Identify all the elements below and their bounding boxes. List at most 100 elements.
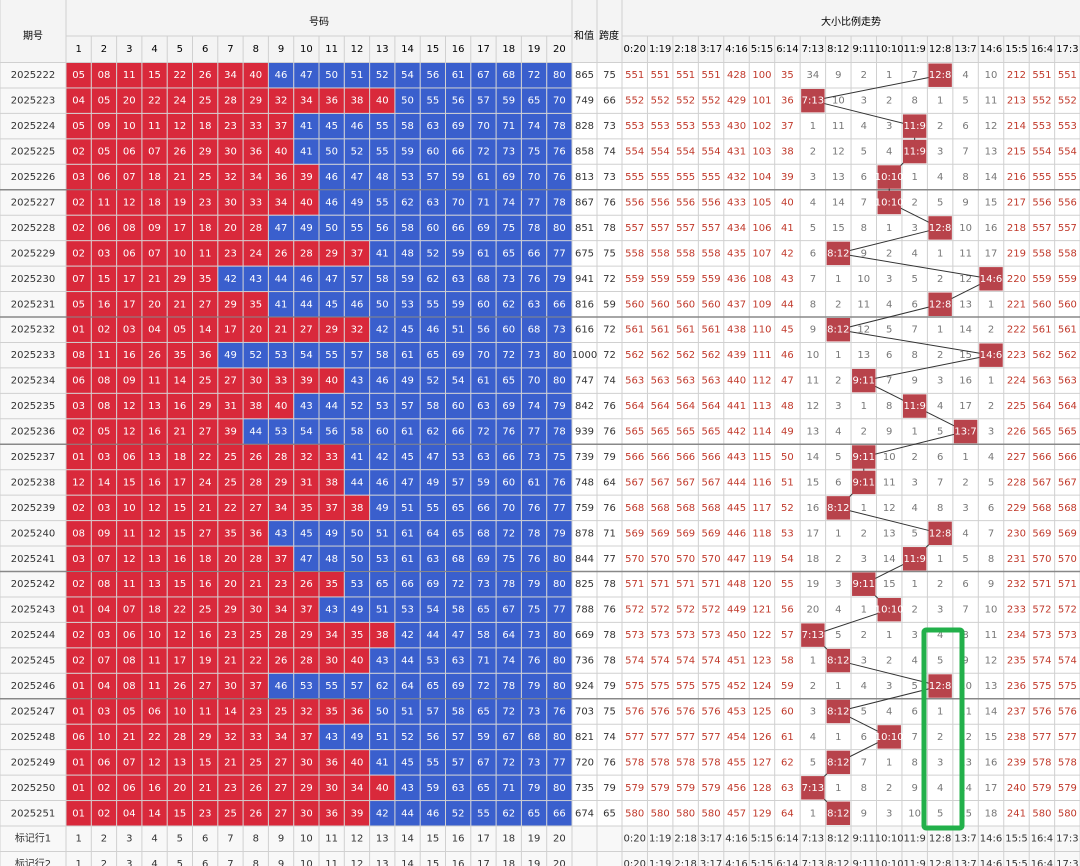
omission: 570 [625,554,644,565]
sum: 739 [575,452,594,463]
omission: 2 [937,350,943,361]
number-cell [521,342,547,368]
omission: 3 [937,376,943,387]
omission: 114 [752,427,771,438]
hit-label: 9:11 [853,579,875,590]
number: 48 [401,248,414,259]
number: 35 [224,528,237,539]
number: 73 [528,757,541,768]
omission: 9 [962,656,968,667]
number: 30 [224,681,237,692]
number-cell [142,419,167,444]
number-cell [471,419,496,444]
number: 53 [300,681,313,692]
omission: 15 [832,223,845,234]
omission: 14 [985,706,998,717]
number: 45 [325,299,338,310]
footer-col: 12 [351,834,364,845]
omission: 106 [752,223,771,234]
number-cell [420,419,445,444]
number: 06 [123,783,136,794]
omission: 451 [727,656,746,667]
number: 70 [502,503,515,514]
number-cell [446,266,471,292]
number-cell [193,368,218,393]
omission: 559 [651,274,670,285]
footer-ratio: 2:18 [674,859,696,866]
number: 36 [275,172,288,183]
number-cell [268,317,294,342]
number-cell [319,648,344,673]
omission: 2 [835,376,841,387]
number-cell [218,521,243,546]
number-cell [344,113,370,139]
number-cell [496,164,521,190]
number: 25 [199,96,212,107]
omission: 575 [702,681,721,692]
omission: 554 [651,147,670,158]
number-cell [370,292,395,317]
number-cell [91,521,117,546]
footer-ratio: 5:15 [751,859,773,866]
omission: 559 [625,274,644,285]
omission: 560 [651,299,670,310]
trend-header: 大小比例走势 [821,15,881,28]
number: 65 [477,605,490,616]
number-cell [471,393,496,419]
number: 11 [199,706,212,717]
sum: 842 [575,401,594,412]
number-cell [344,317,370,342]
number: 03 [72,554,85,565]
number-cell [117,801,142,826]
omission: 576 [676,706,695,717]
omission: 13 [807,427,820,438]
number-cell [446,139,471,164]
omission: 567 [1058,477,1077,488]
number-cell [218,572,243,597]
omission: 576 [1032,706,1051,717]
footer-ratio: 3:17 [700,834,722,845]
number: 75 [553,452,566,463]
omission: 563 [1058,376,1077,387]
omission: 446 [727,528,746,539]
omission: 3 [886,808,892,819]
footer-col: 16 [452,834,465,845]
number-cell [142,470,167,495]
omission: 2 [886,656,892,667]
number-cell [344,88,370,113]
omission: 553 [676,121,695,132]
number: 56 [452,96,465,107]
number-cell [268,215,294,241]
number: 62 [502,299,515,310]
number: 77 [553,248,566,259]
number: 05 [173,325,186,336]
number-cell [193,88,218,113]
omission: 60 [781,706,794,717]
number: 58 [401,223,414,234]
footer-ratio: 13:7 [954,859,976,866]
number-cell [294,699,319,724]
footer-col: 13 [376,859,389,866]
number: 72 [502,706,515,717]
issue: 2025245 [11,656,56,667]
omission: 554 [702,147,721,158]
number-cell [319,164,344,190]
number: 56 [376,223,389,234]
number-cell [547,342,572,368]
number-cell [471,801,496,826]
number: 29 [199,147,212,158]
number-cell [471,775,496,801]
omission: 6 [911,299,917,310]
number: 52 [249,350,262,361]
number: 66 [502,452,515,463]
number-cell [446,699,471,724]
number-cell [547,113,572,139]
number: 06 [98,172,111,183]
number-cell [521,139,547,164]
hit-cell [852,572,876,596]
number-cell [91,292,117,317]
number-cell [66,317,91,342]
number: 43 [325,732,338,743]
number-cell [91,699,117,724]
omission: 3 [988,427,994,438]
